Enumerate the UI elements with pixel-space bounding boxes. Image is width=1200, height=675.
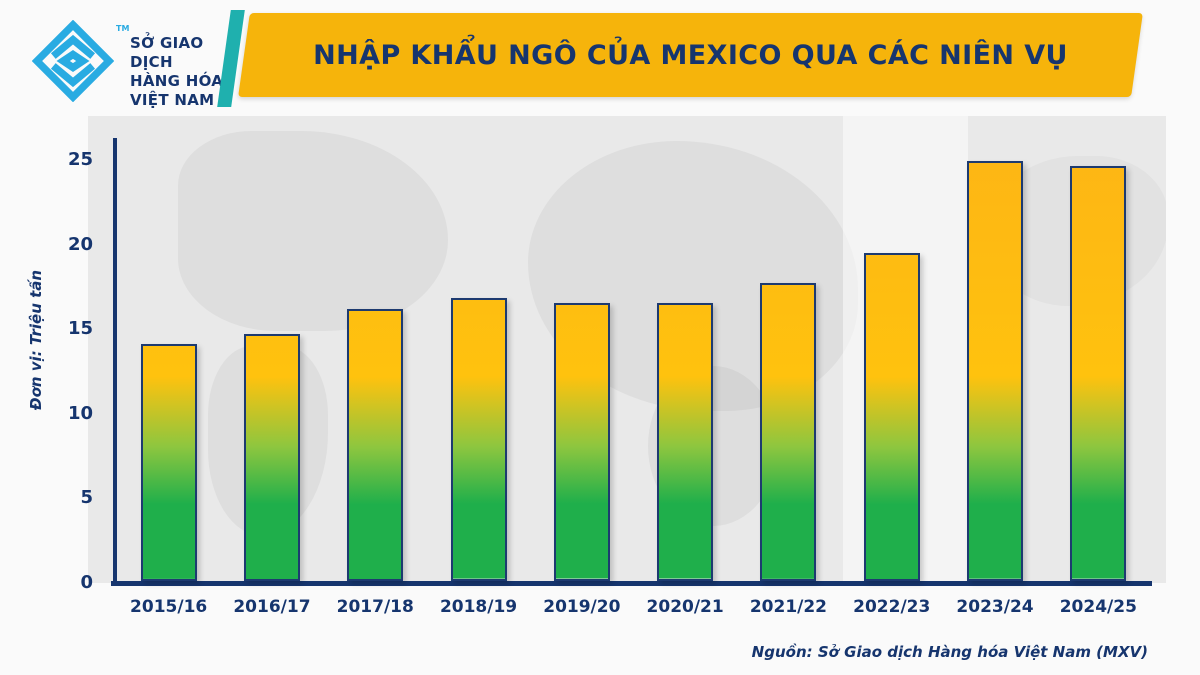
bar-2020-21 — [657, 303, 714, 581]
bar-2024-25 — [1070, 166, 1127, 581]
chart-title: NHẬP KHẨU NGÔ CỦA MEXICO QUA CÁC NIÊN VỤ — [313, 39, 1068, 71]
x-axis-label-2024-25: 2024/25 — [1059, 597, 1137, 617]
mxv-logo-icon — [32, 20, 114, 102]
x-axis-label-2017-18: 2017/18 — [336, 597, 414, 617]
bar-2021-22 — [760, 283, 817, 581]
trademark-symbol: TM — [116, 24, 130, 33]
bar-slot — [737, 141, 840, 581]
x-axis-labels: 2015/16 2016/17 2017/18 2018/19 2019/20 2020/… — [117, 597, 1150, 617]
y-axis-line — [113, 138, 117, 586]
y-tick-label-0: 0 — [80, 572, 93, 593]
logo-line-1: SỞ GIAO DỊCH — [130, 34, 204, 71]
bars-container — [117, 141, 1150, 581]
bar-2015-16 — [140, 344, 197, 581]
bar-slot — [530, 141, 633, 581]
bar-2016-17 — [243, 333, 300, 581]
title-banner-inner: NHẬP KHẨU NGÔ CỦA MEXICO QUA CÁC NIÊN VỤ — [244, 13, 1137, 97]
x-axis-label-2021-22: 2021/22 — [749, 597, 828, 617]
x-axis-label-2015-16: 2015/16 — [130, 597, 208, 617]
y-tick-label-10: 10 — [67, 402, 93, 424]
x-axis-label-2022-23: 2022/23 — [853, 597, 931, 617]
x-axis-label-2020-21: 2020/21 — [646, 597, 724, 617]
bar-2018-19 — [450, 298, 507, 581]
y-tick-label-20: 20 — [67, 233, 93, 255]
bar-2022-23 — [863, 252, 920, 581]
mxv-logo: TM SỞ GIAO DỊCH HÀNG HÓA VIỆT NAM — [28, 18, 228, 110]
logo-line-3: VIỆT NAM — [130, 91, 215, 109]
y-axis-ticks: 0 5 10 15 20 25 — [55, 140, 103, 593]
x-axis-label-2019-20: 2019/20 — [543, 597, 621, 617]
bar-2023-24 — [967, 161, 1024, 581]
logo-line-2: HÀNG HÓA — [130, 72, 224, 90]
bar-slot — [1047, 141, 1150, 581]
mxv-logo-text: SỞ GIAO DỊCH HÀNG HÓA VIỆT NAM — [130, 34, 228, 110]
y-tick-label-15: 15 — [67, 318, 93, 340]
x-axis-label-2018-19: 2018/19 — [439, 597, 518, 617]
x-axis-label-2023-24: 2023/24 — [956, 597, 1034, 617]
bar-slot — [943, 141, 1046, 581]
x-axis-line — [111, 581, 1152, 586]
y-axis-unit-label: Đơn vị: Triệu tấn — [27, 269, 45, 411]
bar-slot — [324, 141, 427, 581]
world-map-watermark — [178, 131, 448, 331]
bar-slot — [117, 141, 220, 581]
bar-slot — [220, 141, 323, 581]
title-banner: NHẬP KHẨU NGÔ CỦA MEXICO QUA CÁC NIÊN VỤ — [238, 13, 1143, 97]
x-axis-label-2016-17: 2016/17 — [233, 597, 311, 617]
bar-2019-20 — [553, 303, 610, 581]
bar-slot — [427, 141, 530, 581]
y-tick-label-5: 5 — [80, 487, 93, 509]
y-tick-label-25: 25 — [67, 148, 93, 170]
bar-slot — [633, 141, 736, 581]
source-note: Nguồn: Sở Giao dịch Hàng hóa Việt Nam (M… — [751, 643, 1148, 661]
bar-slot — [840, 141, 943, 581]
bar-2017-18 — [347, 308, 404, 581]
